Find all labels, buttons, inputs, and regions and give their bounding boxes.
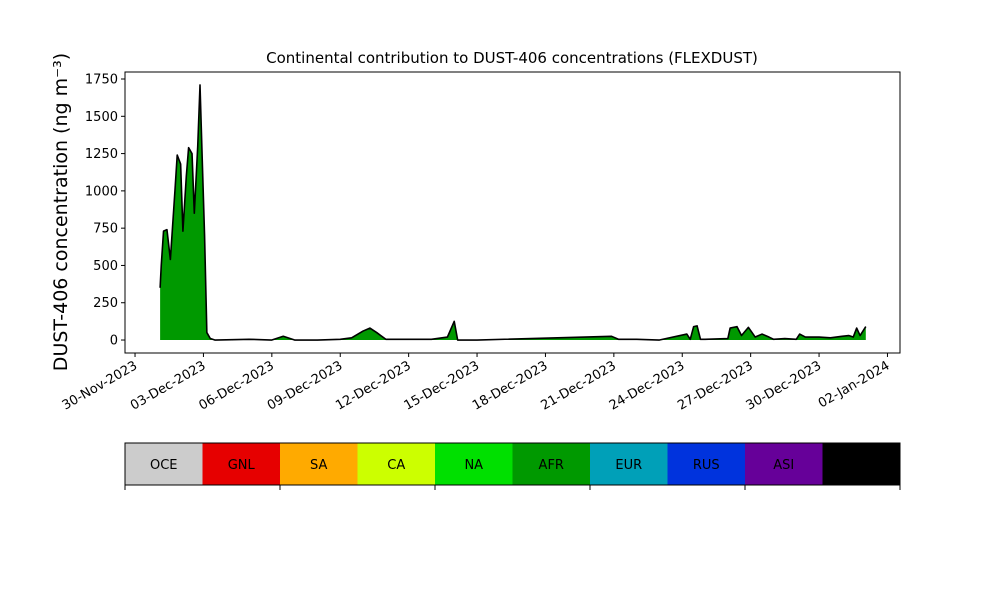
y-tick-label: 750: [93, 222, 118, 237]
colorbar-swatch: [357, 443, 435, 485]
x-tick-label: 24-Dec-2023: [607, 358, 687, 413]
area-outline: [159, 84, 867, 341]
colorbar-frame: [124, 442, 901, 486]
x-tick-label: 27-Dec-2023: [675, 358, 755, 413]
colorbar-swatch: [822, 443, 900, 485]
colorbar-swatch: [590, 443, 668, 485]
y-tick-label: 0: [110, 334, 118, 349]
x-tick-label: 06-Dec-2023: [196, 358, 276, 413]
colorbar-label: EUR: [615, 458, 642, 473]
x-tick-label: 15-Dec-2023: [402, 358, 482, 413]
x-tick-label: 12-Dec-2023: [333, 358, 413, 413]
x-tick-label: 30-Dec-2023: [744, 358, 824, 413]
y-tick-label: 1500: [85, 110, 118, 125]
y-tick-label: 1750: [85, 73, 118, 88]
colorbar-swatch: [202, 443, 280, 485]
colorbar-swatch: [435, 443, 513, 485]
y-tick-label: 1000: [85, 184, 118, 199]
colorbar-label: RUS: [693, 458, 720, 473]
colorbar-label: ASI: [773, 458, 794, 473]
x-tick-label: 02-Jan-2024: [816, 358, 893, 411]
x-tick-label: 21-Dec-2023: [538, 358, 618, 413]
colorbar-label: NA: [464, 458, 483, 473]
x-tick-label: 18-Dec-2023: [470, 358, 550, 413]
colorbar-swatch: [125, 443, 203, 485]
colorbar-label: SA: [310, 458, 327, 473]
y-tick-label: 250: [93, 296, 118, 311]
colorbar-swatch: [745, 443, 823, 485]
colorbar-swatch: [667, 443, 745, 485]
colorbar-label: AUS: [848, 458, 875, 473]
x-tick-label: 09-Dec-2023: [265, 358, 345, 413]
area: [160, 84, 866, 341]
y-tick-label: 500: [93, 259, 118, 274]
colorbar-label: CA: [387, 458, 405, 473]
colorbar-label: OCE: [150, 458, 178, 473]
y-tick-label: 1250: [85, 147, 118, 162]
plot-frame: [124, 71, 901, 354]
chart-title: Continental contribution to DUST-406 con…: [266, 49, 758, 67]
y-axis-label: DUST-406 concentration (ng m⁻³): [50, 53, 72, 371]
colorbar-label: AFR: [539, 458, 564, 473]
x-tick-label: 03-Dec-2023: [128, 358, 208, 413]
colorbar-swatch: [280, 443, 358, 485]
colorbar-swatch: [512, 443, 590, 485]
colorbar-label: GNL: [228, 458, 256, 473]
